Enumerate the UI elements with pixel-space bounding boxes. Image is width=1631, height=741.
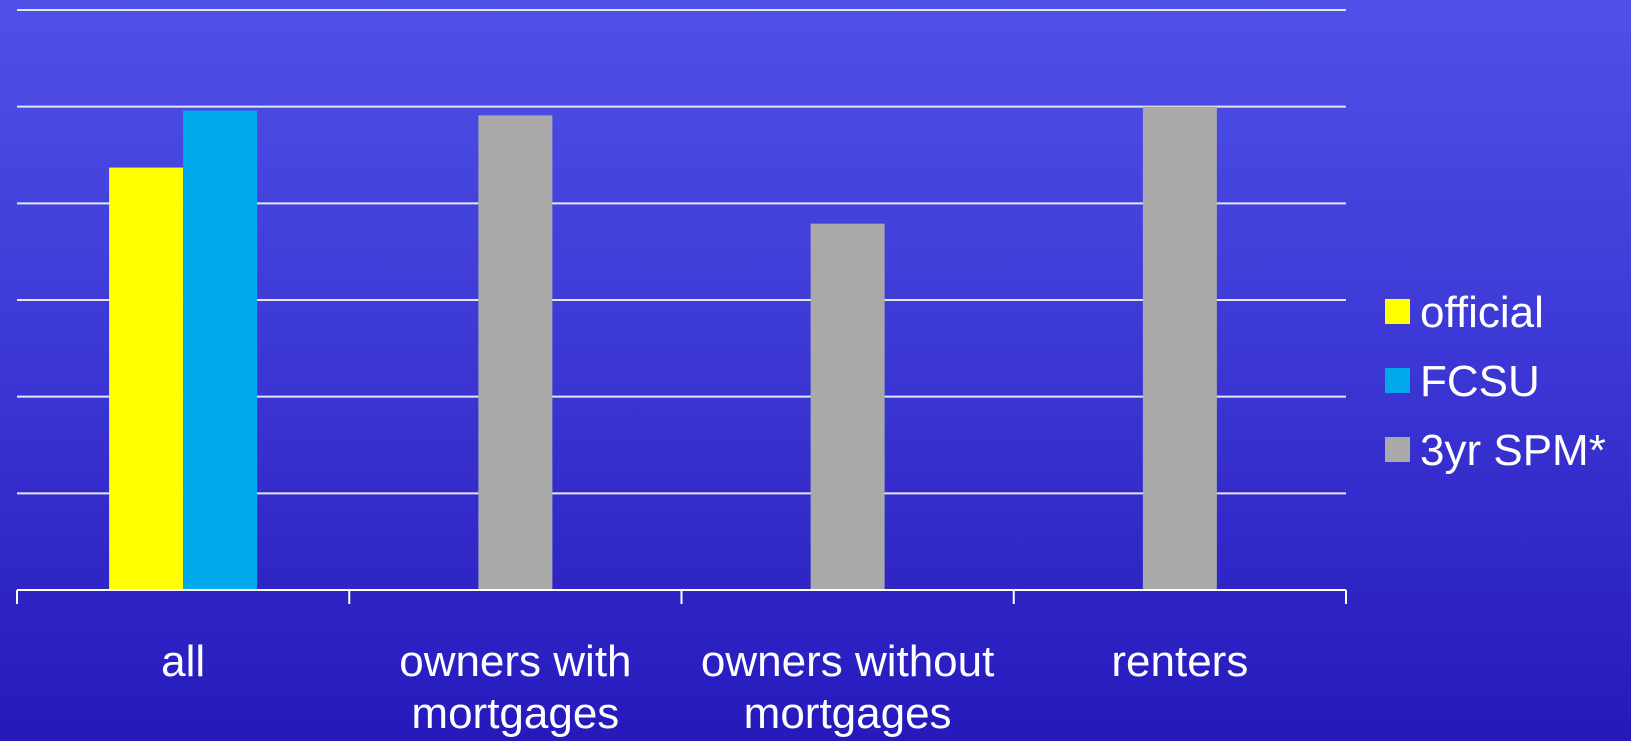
legend-label: 3yr SPM*: [1420, 426, 1606, 475]
legend: official FCSU 3yr SPM*: [1385, 288, 1606, 475]
x-tick-label: all: [161, 637, 205, 686]
legend-swatch: [1385, 437, 1410, 462]
x-axis: [16, 589, 1347, 604]
category-labels: all owners with mortgages owners without mor…: [161, 637, 1248, 738]
legend-swatch: [1385, 368, 1410, 393]
legend-label: official: [1420, 288, 1544, 337]
bar: [109, 167, 184, 591]
x-tick-label: owners without mortgages: [701, 637, 994, 738]
bars: [109, 106, 1217, 591]
legend-item: FCSU: [1385, 357, 1540, 406]
bar: [1142, 106, 1217, 591]
legend-item: official: [1385, 288, 1544, 337]
x-tick-label: renters: [1111, 637, 1248, 686]
x-tick-label: owners with mortgages: [399, 637, 631, 738]
legend-label: FCSU: [1420, 357, 1540, 406]
bar: [810, 223, 885, 590]
bar: [183, 110, 258, 591]
legend-item: 3yr SPM*: [1385, 426, 1606, 475]
bar: [478, 115, 553, 590]
legend-swatch: [1385, 299, 1410, 324]
